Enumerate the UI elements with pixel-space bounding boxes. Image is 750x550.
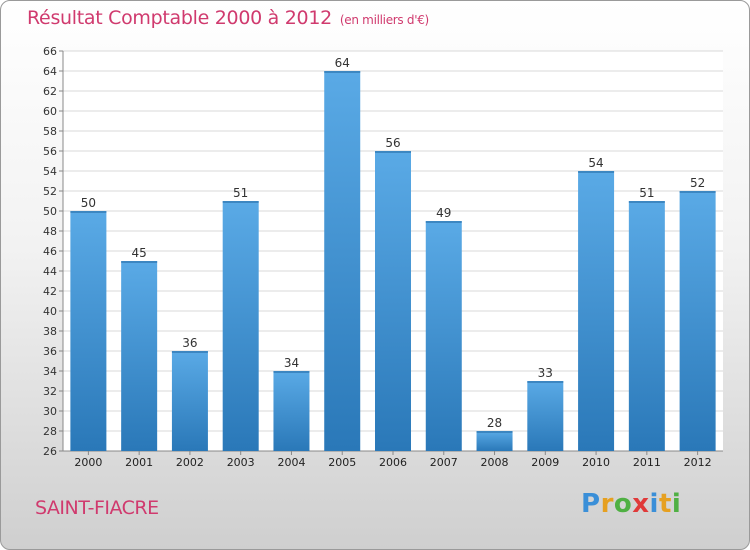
bar bbox=[324, 71, 361, 451]
y-tick-label: 50 bbox=[43, 205, 57, 218]
bar-top-edge bbox=[222, 201, 259, 203]
y-tick-label: 58 bbox=[43, 125, 57, 138]
x-tick-label: 2004 bbox=[277, 456, 305, 469]
y-tick-label: 36 bbox=[43, 345, 57, 358]
data-label: 54 bbox=[588, 156, 603, 170]
y-tick-label: 44 bbox=[43, 265, 57, 278]
x-tick-label: 2005 bbox=[328, 456, 356, 469]
x-tick-label: 2000 bbox=[74, 456, 102, 469]
logo-letter: x bbox=[632, 489, 650, 519]
bar-top-edge bbox=[273, 371, 310, 373]
bar-top-edge bbox=[425, 221, 462, 223]
data-label: 36 bbox=[182, 336, 197, 350]
y-tick-label: 34 bbox=[43, 365, 57, 378]
data-label: 49 bbox=[436, 206, 451, 220]
data-label: 50 bbox=[81, 196, 96, 210]
x-tick-label: 2008 bbox=[481, 456, 509, 469]
bar bbox=[527, 381, 564, 451]
logo-letter: r bbox=[600, 489, 614, 519]
bar bbox=[578, 171, 615, 451]
bar-top-edge bbox=[375, 151, 411, 153]
x-tick-label: 2009 bbox=[531, 456, 559, 469]
unit-label: (en milliers d'€) bbox=[339, 13, 429, 27]
bar bbox=[476, 431, 513, 451]
data-label: 34 bbox=[284, 356, 299, 370]
y-tick-label: 38 bbox=[43, 325, 57, 338]
y-tick-label: 46 bbox=[43, 245, 57, 258]
bar-top-edge bbox=[476, 431, 513, 433]
bar-top-edge bbox=[70, 211, 107, 213]
data-label: 45 bbox=[132, 246, 147, 260]
title-text: Résultat Comptable 2000 à 2012 bbox=[27, 7, 332, 29]
data-label: 51 bbox=[639, 186, 654, 200]
y-tick-label: 28 bbox=[43, 425, 57, 438]
x-tick-label: 2007 bbox=[430, 456, 458, 469]
y-tick-label: 32 bbox=[43, 385, 57, 398]
y-tick-label: 66 bbox=[43, 45, 57, 58]
x-tick-label: 2010 bbox=[582, 456, 610, 469]
y-tick-label: 60 bbox=[43, 105, 57, 118]
logo-letter: i bbox=[649, 489, 659, 519]
bar bbox=[628, 201, 665, 451]
proxiti-logo: Proxiti bbox=[581, 489, 681, 519]
logo-letter: t bbox=[658, 489, 672, 519]
bar-top-edge bbox=[527, 381, 564, 383]
data-label: 56 bbox=[385, 136, 400, 150]
y-tick-label: 48 bbox=[43, 225, 57, 238]
bar bbox=[222, 201, 259, 451]
x-tick-label: 2001 bbox=[125, 456, 153, 469]
bar-top-edge bbox=[171, 351, 208, 353]
x-tick-label: 2012 bbox=[684, 456, 712, 469]
data-label: 33 bbox=[538, 366, 553, 380]
x-tick-label: 2006 bbox=[379, 456, 407, 469]
bar bbox=[425, 221, 462, 451]
bar-top-edge bbox=[324, 71, 361, 73]
y-tick-label: 40 bbox=[43, 305, 57, 318]
y-tick-label: 26 bbox=[43, 445, 57, 458]
chart-title: Résultat Comptable 2000 à 2012 (en millie… bbox=[27, 7, 429, 29]
bar bbox=[171, 351, 208, 451]
bar-top-edge bbox=[578, 171, 615, 173]
logo-letter: i bbox=[671, 489, 682, 519]
y-tick-label: 64 bbox=[43, 65, 57, 78]
bar bbox=[375, 151, 411, 451]
data-label: 52 bbox=[690, 176, 705, 190]
y-tick-label: 62 bbox=[43, 85, 57, 98]
bar bbox=[273, 371, 310, 451]
commune-name: SAINT-FIACRE bbox=[35, 497, 159, 519]
data-label: 28 bbox=[487, 416, 502, 430]
x-tick-label: 2011 bbox=[633, 456, 661, 469]
bar bbox=[121, 261, 158, 451]
data-label: 51 bbox=[233, 186, 248, 200]
bar-top-edge bbox=[121, 261, 158, 263]
y-tick-label: 42 bbox=[43, 285, 57, 298]
bar-top-edge bbox=[679, 191, 716, 193]
data-label: 64 bbox=[335, 56, 350, 70]
y-tick-label: 54 bbox=[43, 165, 57, 178]
y-tick-label: 56 bbox=[43, 145, 57, 158]
bar bbox=[679, 191, 716, 451]
y-tick-label: 30 bbox=[43, 405, 57, 418]
logo-letter: P bbox=[581, 489, 601, 519]
bar bbox=[70, 211, 107, 451]
bar-top-edge bbox=[628, 201, 665, 203]
y-tick-label: 52 bbox=[43, 185, 57, 198]
x-tick-label: 2002 bbox=[176, 456, 204, 469]
x-tick-label: 2003 bbox=[227, 456, 255, 469]
logo-letter: o bbox=[613, 489, 633, 519]
